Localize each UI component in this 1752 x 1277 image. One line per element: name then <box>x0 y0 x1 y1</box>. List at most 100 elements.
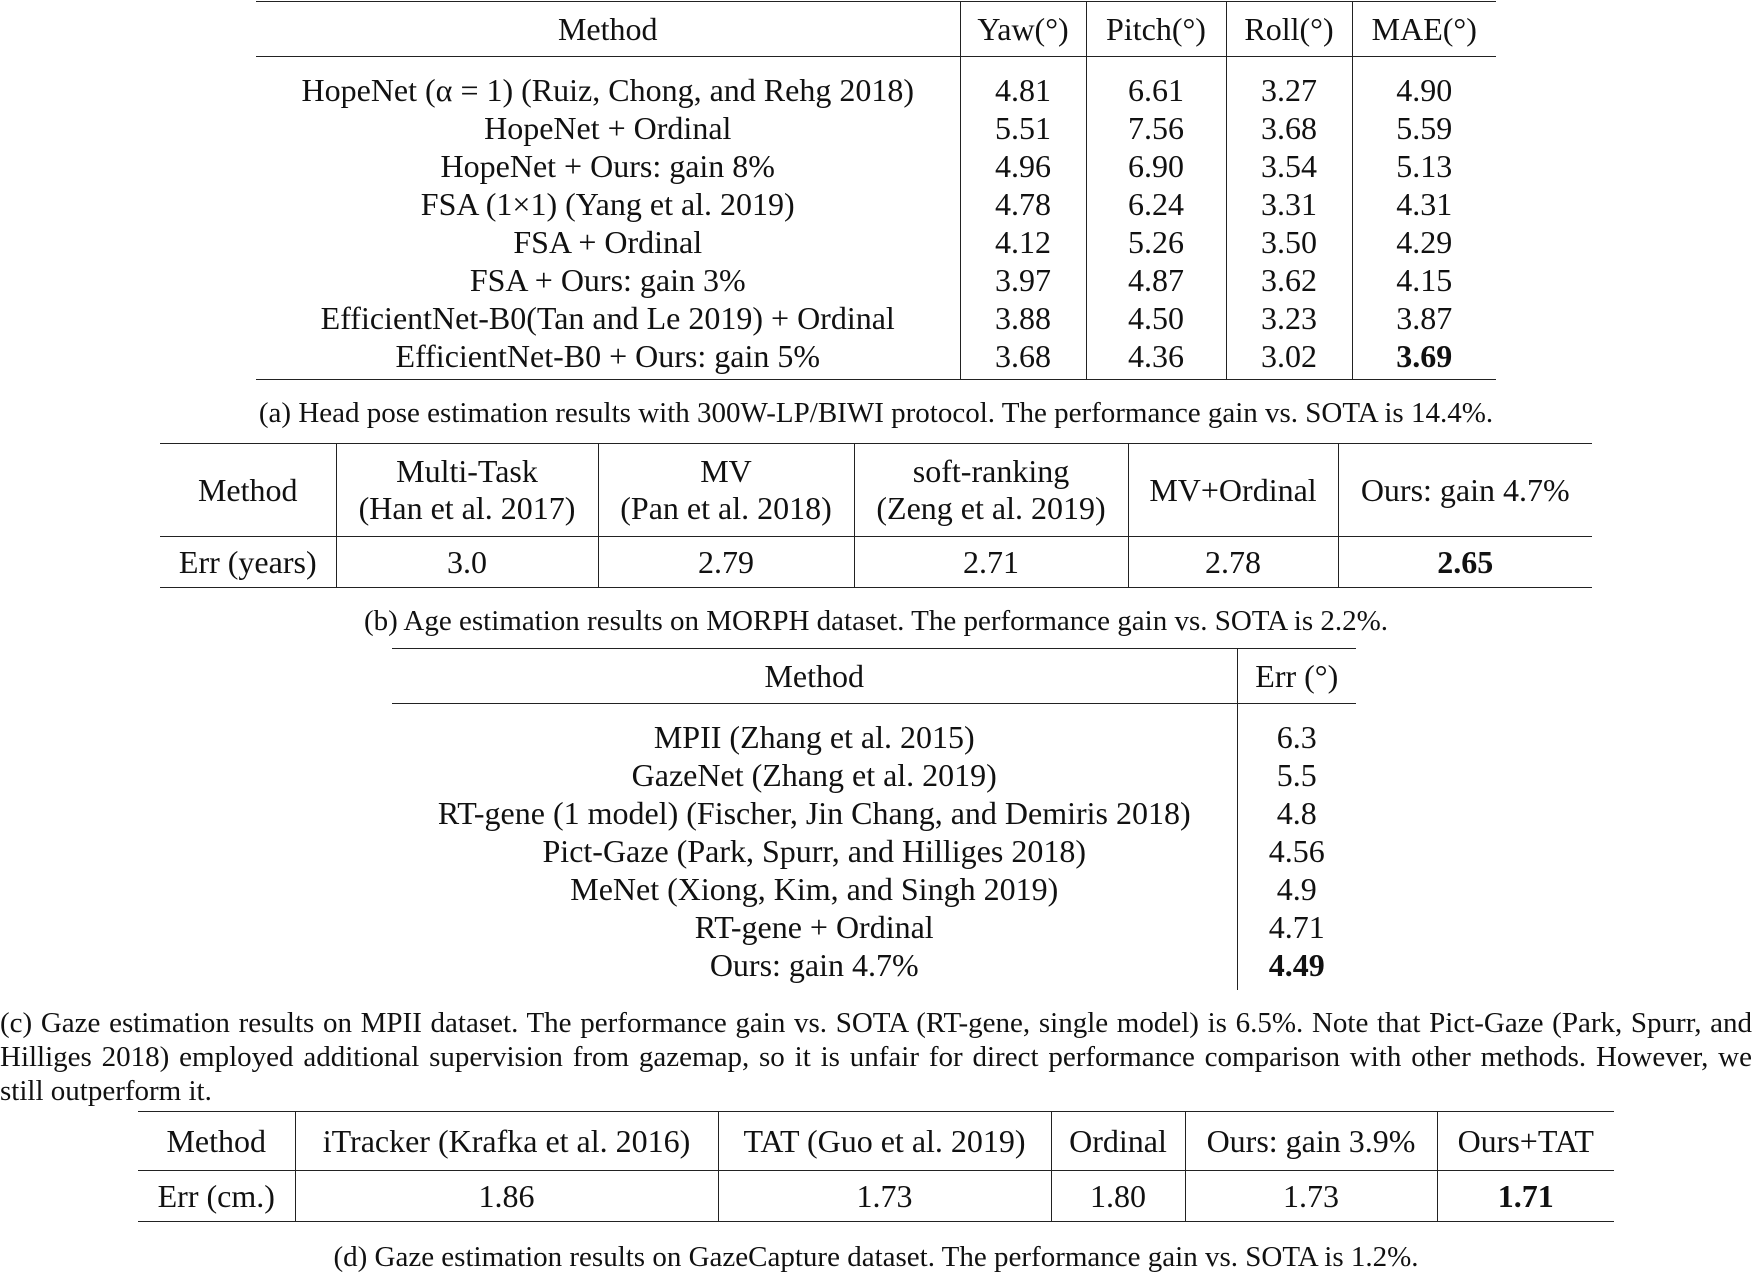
table-c-err-cell: 6.3 <box>1236 703 1356 756</box>
table-a-pitch-cell: 6.90 <box>1085 147 1226 185</box>
table-a-yaw-cell: 3.97 <box>959 261 1086 299</box>
table-a-mae-cell: 5.59 <box>1351 109 1496 147</box>
table-row: Err (cm.) 1.86 1.73 1.80 1.73 1.71 <box>138 1170 1614 1222</box>
table-row: MPII (Zhang et al. 2015) 6.3 <box>392 703 1356 756</box>
table-a-yaw-cell: 3.88 <box>959 299 1086 337</box>
table-a-roll-cell: 3.50 <box>1225 223 1352 261</box>
table-d-value-cell-best: 1.71 <box>1436 1170 1614 1222</box>
head-pose-table: Method Yaw(°) Pitch(°) Roll(°) MAE(°) Ho… <box>256 1 1496 380</box>
table-d-header-method: Method <box>166 1123 267 1159</box>
table-row: Ours: gain 4.7% 4.49 <box>392 946 1356 990</box>
table-row: EfficientNet-B0 + Ours: gain 5% 3.68 4.3… <box>256 337 1496 380</box>
age-estimation-table: Method Multi-Task (Han et al. 2017) MV (… <box>160 443 1592 588</box>
table-c-method-cell: MeNet (Xiong, Kim, and Singh 2019) <box>570 871 1059 907</box>
table-d-row-label: Err (cm.) <box>157 1178 275 1214</box>
table-c-method-cell: GazeNet (Zhang et al. 2019) <box>631 757 997 793</box>
table-b-value-cell: 2.71 <box>853 536 1128 588</box>
table-b-caption: (b) Age estimation results on MORPH data… <box>363 605 1389 637</box>
table-d-value-cell: 1.86 <box>294 1170 718 1222</box>
table-a-mae-cell: 4.15 <box>1351 261 1496 299</box>
table-a-roll-cell: 3.27 <box>1225 56 1352 109</box>
table-a-mae-cell: 4.29 <box>1351 223 1496 261</box>
table-a-method-cell: FSA + Ordinal <box>513 224 703 260</box>
table-a-yaw-cell: 5.51 <box>959 109 1086 147</box>
table-b-value-cell: 3.0 <box>335 536 598 588</box>
table-b-value-cell: 2.78 <box>1127 536 1338 588</box>
table-row: MeNet (Xiong, Kim, and Singh 2019) 4.9 <box>392 870 1356 908</box>
table-c-method-cell: Pict-Gaze (Park, Spurr, and Hilliges 201… <box>542 833 1086 869</box>
table-b-header-line1: Multi-Task <box>396 453 538 489</box>
table-row: Err (years) 3.0 2.79 2.71 2.78 2.65 <box>160 536 1592 588</box>
table-a-pitch-cell: 4.50 <box>1085 299 1226 337</box>
table-a-mae-cell: 4.31 <box>1351 185 1496 223</box>
table-a-yaw-cell: 4.78 <box>959 185 1086 223</box>
table-a-header-pitch: Pitch(°) <box>1085 1 1226 57</box>
gaze-capture-table: Method iTracker (Krafka et al. 2016) TAT… <box>138 1111 1614 1222</box>
table-a-roll-cell: 3.23 <box>1225 299 1352 337</box>
table-c-err-cell: 4.71 <box>1236 908 1356 946</box>
table-d-header-col: Ours: gain 3.9% <box>1184 1111 1437 1171</box>
table-a-pitch-cell: 4.36 <box>1085 337 1226 380</box>
table-b-header-line2: (Zeng et al. 2019) <box>876 490 1106 526</box>
table-row: EfficientNet-B0(Tan and Le 2019) + Ordin… <box>256 299 1496 337</box>
table-c-err-cell: 5.5 <box>1236 756 1356 794</box>
table-c-header-err: Err (°) <box>1236 648 1356 704</box>
table-a-header-mae: MAE(°) <box>1351 1 1496 57</box>
table-b-row-label: Err (years) <box>178 543 317 580</box>
table-a-mae-cell: 3.87 <box>1351 299 1496 337</box>
table-row: RT-gene (1 model) (Fischer, Jin Chang, a… <box>392 794 1356 832</box>
table-a-pitch-cell: 6.24 <box>1085 185 1226 223</box>
table-a-method-cell: HopeNet + Ordinal <box>484 110 732 146</box>
table-b-container: Method Multi-Task (Han et al. 2017) MV (… <box>160 443 1592 588</box>
table-b-header-line2: (Han et al. 2017) <box>358 490 576 526</box>
table-b-header-col: MV+Ordinal <box>1127 443 1338 537</box>
table-b-value-cell-best: 2.65 <box>1337 536 1592 588</box>
table-row: HopeNet (α = 1) (Ruiz, Chong, and Rehg 2… <box>256 56 1496 109</box>
table-c-method-cell: Ours: gain 4.7% <box>709 947 919 983</box>
table-a-mae-cell: 4.90 <box>1351 56 1496 109</box>
table-a-method-cell: FSA + Ours: gain 3% <box>469 262 746 298</box>
table-a-roll-cell: 3.62 <box>1225 261 1352 299</box>
table-b-header-col: Multi-Task (Han et al. 2017) <box>335 443 598 537</box>
table-a-header-method: Method <box>557 11 658 47</box>
table-row: GazeNet (Zhang et al. 2019) 5.5 <box>392 756 1356 794</box>
table-a-method-cell: EfficientNet-B0(Tan and Le 2019) + Ordin… <box>320 300 895 336</box>
table-a-pitch-cell: 6.61 <box>1085 56 1226 109</box>
table-c-header-method: Method <box>764 658 865 694</box>
table-a-yaw-cell: 4.96 <box>959 147 1086 185</box>
table-a-header-yaw: Yaw(°) <box>959 1 1086 57</box>
table-row: FSA + Ordinal 4.12 5.26 3.50 4.29 <box>256 223 1496 261</box>
table-a-mae-cell-best: 3.69 <box>1351 337 1496 380</box>
table-c-err-cell: 4.8 <box>1236 794 1356 832</box>
table-row: HopeNet + Ours: gain 8% 4.96 6.90 3.54 5… <box>256 147 1496 185</box>
table-a-method-cell: HopeNet + Ours: gain 8% <box>440 148 775 184</box>
table-a-roll-cell: 3.54 <box>1225 147 1352 185</box>
table-b-header-col: Ours: gain 4.7% <box>1337 443 1592 537</box>
table-d-header-col: iTracker (Krafka et al. 2016) <box>294 1111 718 1171</box>
table-row: Pict-Gaze (Park, Spurr, and Hilliges 201… <box>392 832 1356 870</box>
table-row: FSA + Ours: gain 3% 3.97 4.87 3.62 4.15 <box>256 261 1496 299</box>
table-c-err-cell: 4.56 <box>1236 832 1356 870</box>
table-a-roll-cell: 3.02 <box>1225 337 1352 380</box>
table-a-pitch-cell: 7.56 <box>1085 109 1226 147</box>
table-a-pitch-cell: 4.87 <box>1085 261 1226 299</box>
table-d-value-cell: 1.73 <box>717 1170 1051 1222</box>
table-a-yaw-cell: 3.68 <box>959 337 1086 380</box>
table-b-header-method: Method <box>197 471 298 508</box>
table-a-header-roll: Roll(°) <box>1225 1 1352 57</box>
table-d-header-col: Ours+TAT <box>1436 1111 1614 1171</box>
table-a-roll-cell: 3.31 <box>1225 185 1352 223</box>
table-c-method-cell: MPII (Zhang et al. 2015) <box>653 719 975 755</box>
table-d-header-col: Ordinal <box>1050 1111 1185 1171</box>
table-a-caption: (a) Head pose estimation results with 30… <box>258 397 1494 429</box>
table-row: FSA (1×1) (Yang et al. 2019) 4.78 6.24 3… <box>256 185 1496 223</box>
table-c-err-cell-best: 4.49 <box>1236 946 1356 990</box>
table-b-header-line1: soft-ranking <box>912 453 1070 489</box>
table-c-container: Method Err (°) MPII (Zhang et al. 2015) … <box>392 648 1356 990</box>
table-d-caption: (d) Gaze estimation results on GazeCaptu… <box>333 1241 1419 1273</box>
table-c-method-cell: RT-gene + Ordinal <box>694 909 934 945</box>
table-b-header-col: MV (Pan et al. 2018) <box>597 443 854 537</box>
table-c-method-cell: RT-gene (1 model) (Fischer, Jin Chang, a… <box>437 795 1191 831</box>
table-b-header-col: soft-ranking (Zeng et al. 2019) <box>853 443 1128 537</box>
table-a-roll-cell: 3.68 <box>1225 109 1352 147</box>
